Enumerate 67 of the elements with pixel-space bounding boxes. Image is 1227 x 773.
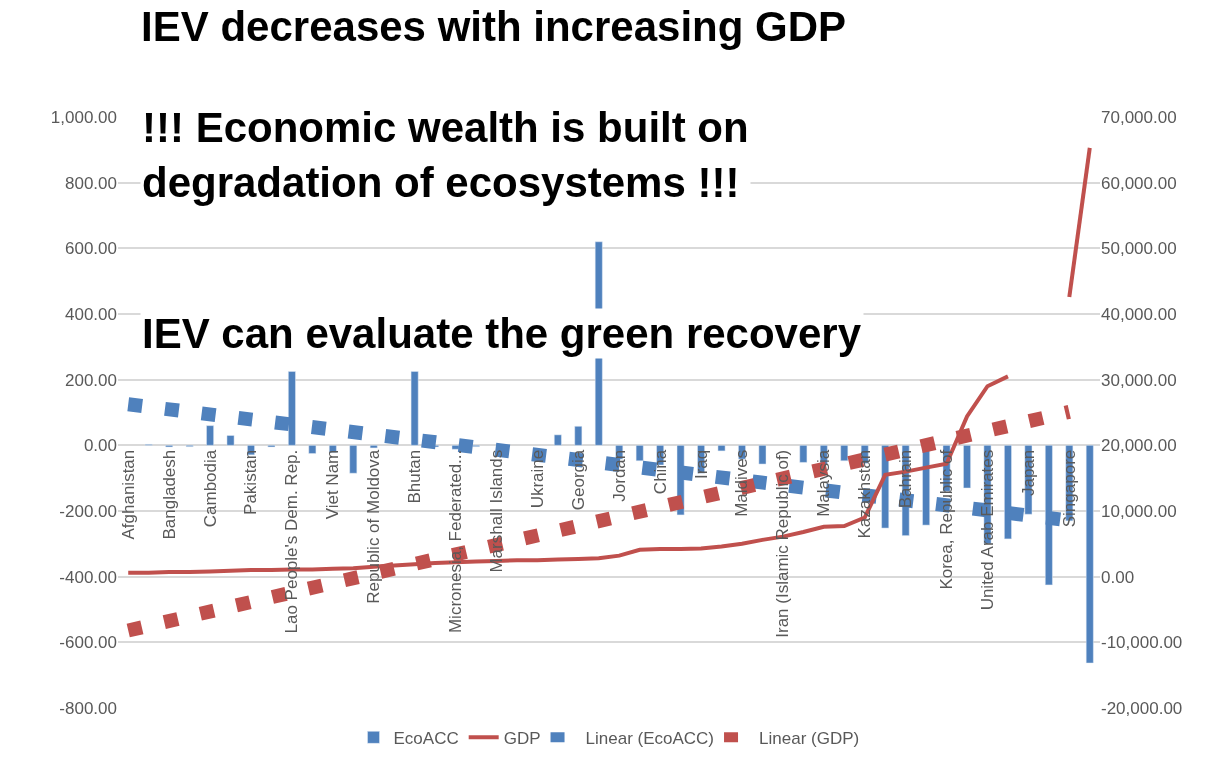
x-tick-label: Maldives: [732, 449, 752, 517]
y-tick-label: -200.00: [59, 501, 117, 521]
bar: [308, 445, 317, 454]
y2-tick-label: 20,000.00: [1101, 436, 1177, 456]
y-tick-label: -400.00: [59, 567, 117, 587]
y2-tick-label: 0.00: [1101, 567, 1135, 587]
chart-title: IEV decreases with increasing GDP: [141, 2, 847, 50]
y-tick-label: 400.00: [65, 304, 117, 324]
annotation: IEV can evaluate the green recovery: [142, 310, 862, 357]
x-tick-label: Bahrain: [896, 449, 916, 509]
x-tick-label: Afghanistan: [118, 449, 138, 540]
y-tick-label: 600.00: [65, 239, 117, 259]
y-tick-label: -800.00: [59, 698, 117, 718]
x-tick-label: Korea, Republic of: [937, 449, 957, 590]
bar: [554, 434, 562, 446]
legend-label: EcoACC: [393, 729, 459, 748]
x-tick-label: Marshall Islands: [487, 449, 507, 573]
x-tick-label: Bangladesh: [159, 449, 179, 540]
y-tick-label: 1,000.00: [50, 107, 117, 127]
bar: [410, 371, 419, 446]
x-tick-label: Japan: [1018, 449, 1038, 497]
x-tick-label: Jordan: [609, 449, 629, 502]
y2-tick-label: 10,000.00: [1101, 501, 1177, 521]
x-tick-label: Lao People's Dem. Rep.: [282, 449, 302, 634]
bar: [574, 426, 583, 446]
legend-label: Linear (EcoACC): [585, 729, 715, 748]
y-tick-label: 0.00: [83, 436, 117, 456]
bar: [799, 445, 808, 463]
x-tick-label: Malaysia: [814, 449, 834, 517]
x-tick-label: Georgia: [568, 449, 588, 511]
legend-label: Linear (GDP): [759, 729, 860, 748]
x-tick-label: Kazakhstan: [855, 449, 875, 539]
y2-tick-label: 30,000.00: [1101, 370, 1177, 390]
bar: [226, 435, 235, 446]
x-tick-label: United Arab Emirates: [978, 449, 998, 611]
x-tick-label: Ukraine: [527, 449, 547, 509]
x-tick-label: Iraq: [691, 449, 711, 480]
y2-tick-label: -20,000.00: [1101, 698, 1183, 718]
bar: [963, 445, 971, 489]
x-tick-label: Viet Nam: [323, 449, 343, 520]
y2-tick-label: 70,000.00: [1101, 107, 1177, 127]
bar: [206, 425, 214, 446]
bar: [717, 445, 726, 452]
x-tick-label: China: [650, 449, 670, 495]
bar: [349, 445, 358, 474]
x-tick-label: Pakistan: [241, 449, 261, 515]
x-tick-label: Cambodia: [200, 449, 220, 528]
annotation: !!! Economic wealth is built on degradation of ecosystems !!!: [142, 104, 749, 206]
y2-tick-label: 50,000.00: [1101, 239, 1177, 259]
y2-tick-label: -10,000.00: [1101, 633, 1183, 653]
legend-label: GDP: [503, 729, 541, 748]
bar: [451, 445, 460, 450]
y-tick-label: 200.00: [65, 370, 117, 390]
y2-tick-label: 60,000.00: [1101, 173, 1177, 193]
y-tick-label: 800.00: [65, 173, 117, 193]
bar: [369, 445, 378, 449]
bar: [635, 445, 644, 462]
bar: [840, 445, 849, 462]
bar: [758, 445, 767, 465]
y-tick-label: -600.00: [59, 633, 117, 653]
y2-tick-label: 40,000.00: [1101, 304, 1177, 324]
x-tick-label: Iran (Islamic Republic of): [773, 449, 793, 638]
bar: [1085, 445, 1094, 664]
x-tick-label: Micronesia, Federated...: [446, 449, 466, 634]
x-tick-label: Singapore: [1059, 449, 1079, 528]
x-tick-label: Republic of Moldova: [364, 449, 384, 604]
x-tick-label: Bhutan: [405, 449, 425, 504]
